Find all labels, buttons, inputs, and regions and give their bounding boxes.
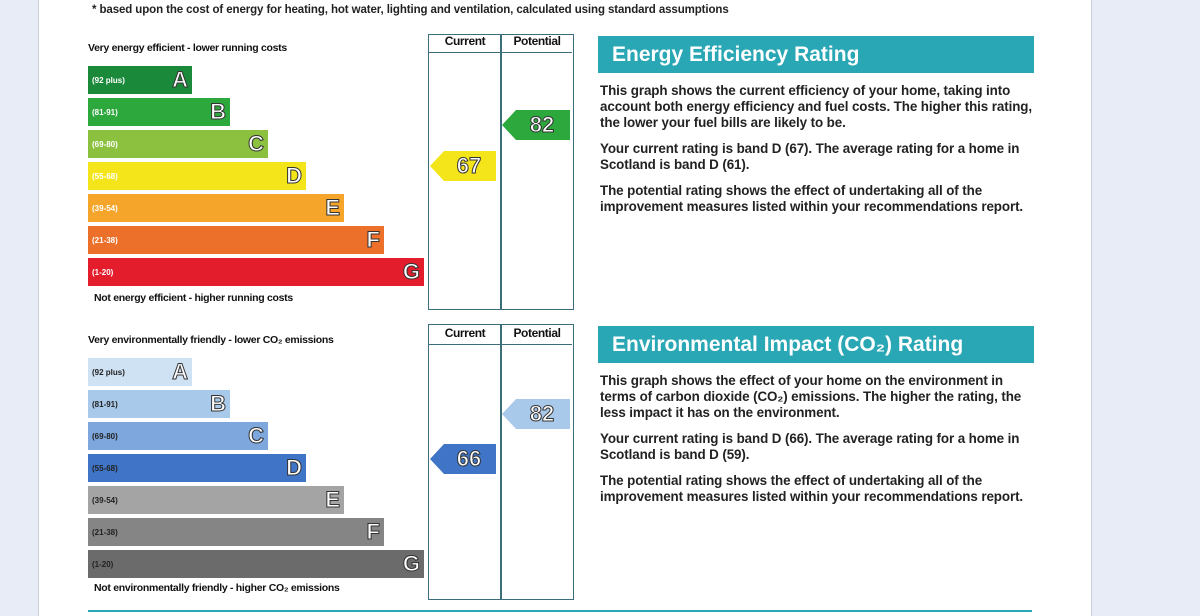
band-letter: B [210, 391, 227, 416]
band-letter: C [248, 131, 265, 156]
potential-column [500, 324, 574, 600]
band-range: (69-80) [92, 139, 118, 149]
band-range: (21-38) [92, 235, 118, 245]
energy-band-e: (39-54) E [88, 194, 344, 222]
band-letter: A [172, 359, 189, 384]
band-range: (39-54) [92, 203, 118, 213]
band-letter: B [210, 99, 227, 124]
current-column [428, 34, 502, 310]
environment-band-f: (21-38) F [88, 518, 384, 546]
energy-potential-rating: 82 [502, 110, 570, 140]
footnote: * based upon the cost of energy for heat… [92, 4, 729, 16]
environment-info-title: Environmental Impact (CO₂) Rating [598, 326, 1034, 363]
energy-info-title: Energy Efficiency Rating [598, 36, 1034, 73]
band-letter: A [172, 67, 189, 92]
environment-band-c: (69-80) C [88, 422, 268, 450]
energy-info-panel: Energy Efficiency Rating This graph show… [598, 36, 1034, 215]
band-letter: F [366, 519, 380, 544]
band-range: (69-80) [92, 431, 118, 441]
potential-heading: Potential [513, 326, 561, 340]
environment-band-d: (55-68) D [88, 454, 306, 482]
potential-column [500, 34, 574, 310]
energy-band-c: (69-80) C [88, 130, 268, 158]
band-letter: D [286, 455, 303, 480]
environment-top-label: Very environmentally friendly - lower CO… [88, 334, 334, 346]
environment-info-paragraph-3: The potential rating shows the effect of… [600, 473, 1024, 504]
current-column [428, 324, 502, 600]
energy-info-paragraph-2: Your current rating is band D (67). The … [600, 141, 1020, 172]
energy-current-rating: 67 [430, 151, 496, 181]
band-range: (81-91) [92, 107, 118, 117]
band-letter: G [402, 259, 420, 284]
energy-info-paragraph-1: This graph shows the current efficiency … [600, 83, 1032, 130]
current-heading: Current [444, 326, 486, 340]
energy-efficiency-chart: Very energy efficient - lower running co… [88, 34, 574, 310]
column-divider [429, 52, 572, 53]
potential-heading: Potential [513, 34, 561, 48]
band-letter: E [325, 195, 341, 220]
energy-bottom-label: Not energy efficient - higher running co… [94, 292, 293, 304]
column-divider [429, 344, 572, 345]
band-letter: E [325, 487, 341, 512]
environment-bottom-label: Not environmentally friendly - higher CO… [94, 582, 340, 594]
energy-band-b: (81-91) B [88, 98, 230, 126]
environment-info-panel: Environmental Impact (CO₂) Rating This g… [598, 326, 1034, 505]
environment-info-paragraph-2: Your current rating is band D (66). The … [600, 431, 1020, 462]
band-range: (21-38) [92, 527, 118, 537]
band-range: (1-20) [92, 267, 114, 277]
environment-potential-rating: 82 [502, 399, 570, 429]
bottom-rule [88, 610, 1032, 612]
band-letter: C [248, 423, 265, 448]
energy-band-g: (1-20) G [88, 258, 424, 286]
environment-band-g: (1-20) G [88, 550, 424, 578]
band-range: (92 plus) [92, 75, 125, 85]
energy-band-f: (21-38) F [88, 226, 384, 254]
energy-top-label: Very energy efficient - lower running co… [88, 42, 287, 54]
energy-band-a: (92 plus) A [88, 66, 192, 94]
band-range: (1-20) [92, 559, 114, 569]
environment-band-e: (39-54) E [88, 486, 344, 514]
band-letter: D [286, 163, 303, 188]
band-range: (81-91) [92, 399, 118, 409]
energy-info-paragraph-3: The potential rating shows the effect of… [600, 183, 1024, 214]
environmental-impact-chart: Very environmentally friendly - lower CO… [88, 324, 574, 600]
band-letter: G [402, 551, 420, 576]
environment-band-a: (92 plus) A [88, 358, 192, 386]
environment-current-rating: 66 [430, 444, 496, 474]
band-range: (39-54) [92, 495, 118, 505]
energy-band-d: (55-68) D [88, 162, 306, 190]
current-heading: Current [444, 34, 486, 48]
band-range: (92 plus) [92, 367, 125, 377]
band-range: (55-68) [92, 171, 118, 181]
environment-band-b: (81-91) B [88, 390, 230, 418]
environment-info-paragraph-1: This graph shows the effect of your home… [600, 373, 1022, 420]
band-range: (55-68) [92, 463, 118, 473]
band-letter: F [366, 227, 380, 252]
